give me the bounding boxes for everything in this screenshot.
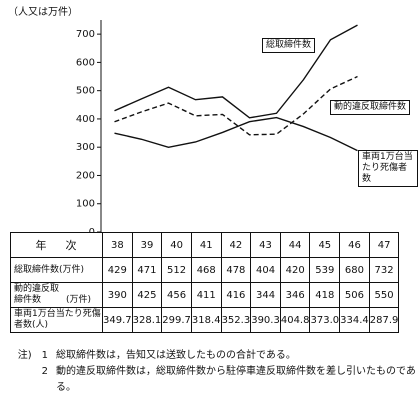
note-text: 総取締件数は，告知又は送致したものの合計である。 (56, 350, 296, 361)
year: 47 (368, 232, 400, 258)
cell: 404 (250, 257, 281, 283)
row-label: 総取締件数(万件) (10, 257, 103, 283)
year: 44 (279, 232, 311, 258)
cell: 418 (309, 282, 341, 308)
data-row: 車両1万台当たり死傷者数(人) 349.7 328.1 299.7 318.4 352.3… (10, 307, 400, 333)
cell: 404.8 (279, 307, 311, 333)
cell: 390.3 (250, 307, 281, 333)
year: 38 (102, 232, 133, 258)
cell: 456 (161, 282, 192, 308)
cell: 352.3 (220, 307, 252, 333)
row-unit: (万件) (59, 264, 85, 275)
year: 39 (131, 232, 163, 258)
note: 注) 1 総取締件数は，告知又は送致したものの合計である。 (8, 348, 418, 364)
y-tick-label: 600 (76, 57, 95, 68)
y-tick-label: 700 (76, 29, 95, 40)
cell: 539 (309, 257, 341, 283)
year: 42 (220, 232, 252, 258)
cell: 287.9 (368, 307, 400, 333)
row-label: 車両1万台当たり死傷者数(人) (10, 307, 103, 333)
series-line (114, 116, 358, 152)
row-name: 総取締件数 (14, 264, 60, 275)
cell: 425 (131, 282, 163, 308)
cell: 411 (190, 282, 222, 308)
cell: 416 (220, 282, 252, 308)
note-number: 2 (8, 364, 56, 396)
note-num: 2 (41, 366, 48, 377)
row-label: 動的違反取締件数 (万件) (10, 282, 103, 308)
cell: 344 (250, 282, 281, 308)
cell: 468 (190, 257, 222, 283)
cell: 334.4 (339, 307, 370, 333)
cell: 349.7 (102, 307, 133, 333)
y-axis-label: （人又は万件） (8, 6, 78, 18)
row-unit: (万件) (66, 295, 92, 305)
year: 46 (339, 232, 370, 258)
y-tick-label: 200 (76, 170, 95, 181)
note-num: 1 (41, 350, 48, 361)
year: 43 (250, 232, 281, 258)
year: 45 (309, 232, 341, 258)
series-line (114, 24, 358, 119)
series-label: 総取締件数 (262, 38, 316, 53)
series-label: 動的違反取締件数 (330, 100, 411, 115)
cell: 512 (161, 257, 192, 283)
y-tick-label: 500 (76, 86, 95, 97)
cell: 420 (279, 257, 311, 283)
notes-prefix: 注) (17, 350, 32, 361)
row-name: 車両1万台当たり死傷者数 (14, 309, 101, 330)
y-tick-label: 100 (76, 199, 95, 210)
cell: 429 (102, 257, 133, 283)
cell: 732 (368, 257, 400, 283)
cell: 373.0 (309, 307, 341, 333)
note-text: 動的違反取締件数は，総取締件数から駐停車違反取締件数を差し引いたものである。 (56, 366, 416, 393)
cell: 328.1 (131, 307, 163, 333)
year: 40 (161, 232, 192, 258)
cell: 506 (339, 282, 370, 308)
cell: 299.7 (161, 307, 192, 333)
cell: 471 (131, 257, 163, 283)
y-tick-label: 400 (76, 114, 95, 125)
row-name: 動的違反取締件数 (14, 284, 60, 305)
y-tick-label: 0 (89, 227, 95, 232)
cell: 318.4 (190, 307, 222, 333)
cell: 346 (279, 282, 311, 308)
note-number: 注) 1 (8, 348, 56, 364)
series-label: 車両1万台当たり死傷者数 (358, 150, 418, 187)
data-row: 総取締件数(万件) 429 471 512 468 478 404 420 539 680 732 (10, 257, 400, 283)
year: 41 (190, 232, 222, 258)
series-line (114, 75, 358, 136)
note: 2 動的違反取締件数は，総取締件数から駐停車違反取締件数を差し引いたものである。 (8, 364, 418, 396)
cell: 390 (102, 282, 133, 308)
data-row: 動的違反取締件数 (万件) 390 425 456 411 416 344 346 418 506 5… (10, 282, 400, 308)
header-row: 年 次 38 39 40 41 42 43 44 45 46 47 (10, 232, 400, 258)
cell: 550 (368, 282, 400, 308)
chart: （人又は万件） 0 100 200 300 400 500 600 700 (8, 6, 358, 232)
cell: 680 (339, 257, 370, 283)
header-label: 年 次 (10, 232, 103, 258)
row-unit: (人) (32, 320, 49, 330)
notes: 注) 1 総取締件数は，告知又は送致したものの合計である。 2 動的違反取締件数は，総取… (8, 348, 418, 396)
y-tick-label: 300 (76, 142, 95, 153)
data-table: 年 次 38 39 40 41 42 43 44 45 46 47 総取締件数(万件) 429 471 51… (10, 232, 400, 333)
cell: 478 (220, 257, 252, 283)
